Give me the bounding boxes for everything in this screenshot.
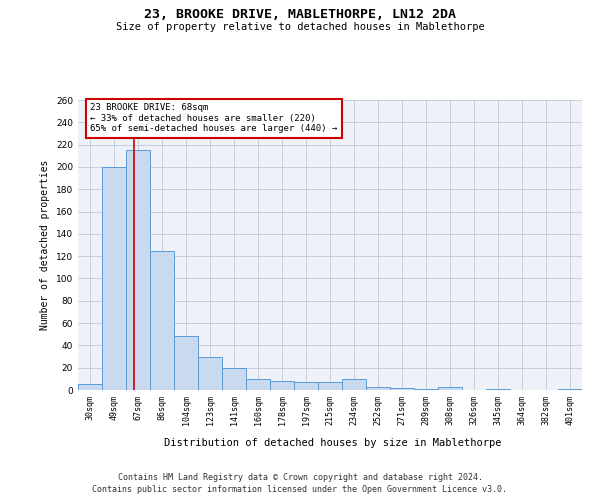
Bar: [198, 356, 222, 390]
Text: 23 BROOKE DRIVE: 68sqm
← 33% of detached houses are smaller (220)
65% of semi-de: 23 BROOKE DRIVE: 68sqm ← 33% of detached…: [90, 104, 337, 133]
Bar: [174, 336, 198, 390]
Bar: [270, 381, 294, 390]
Bar: [222, 368, 246, 390]
Bar: [438, 386, 462, 390]
Bar: [102, 167, 126, 390]
Y-axis label: Number of detached properties: Number of detached properties: [40, 160, 50, 330]
Bar: [558, 389, 582, 390]
Text: Distribution of detached houses by size in Mablethorpe: Distribution of detached houses by size …: [164, 438, 502, 448]
Text: 23, BROOKE DRIVE, MABLETHORPE, LN12 2DA: 23, BROOKE DRIVE, MABLETHORPE, LN12 2DA: [144, 8, 456, 20]
Bar: [126, 150, 150, 390]
Bar: [318, 382, 342, 390]
Bar: [486, 389, 510, 390]
Text: Contains public sector information licensed under the Open Government Licence v3: Contains public sector information licen…: [92, 485, 508, 494]
Bar: [150, 250, 174, 390]
Bar: [390, 388, 414, 390]
Bar: [414, 389, 438, 390]
Bar: [246, 379, 270, 390]
Bar: [342, 379, 366, 390]
Text: Contains HM Land Registry data © Crown copyright and database right 2024.: Contains HM Land Registry data © Crown c…: [118, 472, 482, 482]
Bar: [78, 384, 102, 390]
Bar: [366, 386, 390, 390]
Bar: [294, 382, 318, 390]
Text: Size of property relative to detached houses in Mablethorpe: Size of property relative to detached ho…: [116, 22, 484, 32]
